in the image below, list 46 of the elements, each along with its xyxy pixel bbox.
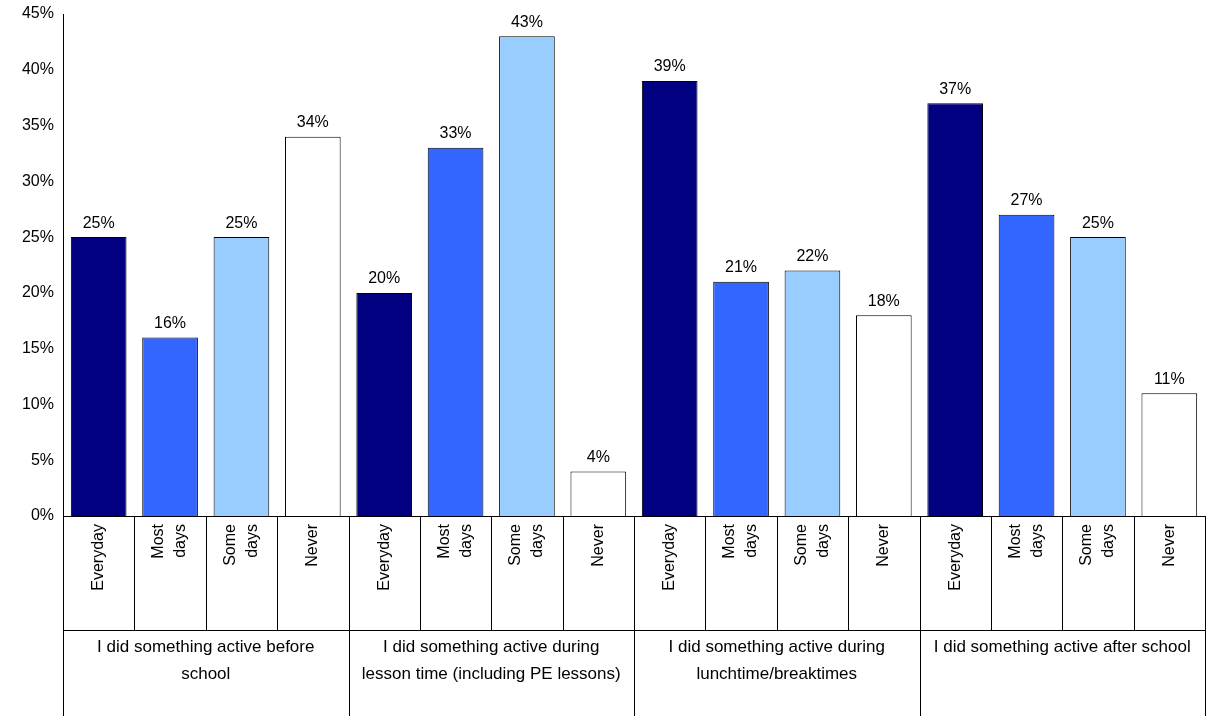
x-tick-label: Some days: [791, 523, 831, 566]
y-tick-label: 25%: [21, 227, 54, 245]
y-tick-label: 0%: [30, 506, 54, 524]
data-label: 27%: [1010, 191, 1043, 209]
data-label: 33%: [439, 124, 472, 142]
y-tick-label: 10%: [21, 394, 54, 412]
y-tick-label: 30%: [21, 171, 54, 189]
data-label: 39%: [653, 57, 686, 75]
x-tick-label: Some days: [220, 523, 260, 566]
data-label: 43%: [510, 12, 543, 30]
y-tick-label: 20%: [21, 283, 54, 301]
x-tick-label: Most days: [434, 523, 474, 559]
y-tick-label: 45%: [21, 4, 54, 22]
x-tick-label: Never: [1159, 523, 1177, 567]
x-tick-label: Most days: [149, 523, 189, 559]
x-tick-label: Some days: [506, 523, 546, 566]
x-tick-label: Most days: [1005, 523, 1045, 559]
x-tick-label: Everyday: [660, 524, 678, 591]
x-tick-label: Everyday: [945, 524, 963, 591]
data-label: 4%: [586, 447, 610, 465]
x-tick-label: Most days: [720, 523, 760, 559]
data-label: 25%: [1081, 213, 1114, 231]
data-label: 21%: [725, 258, 758, 276]
data-label: 34%: [296, 113, 329, 131]
data-label: 16%: [154, 313, 187, 331]
text: I did something active during lesson time (including PE lessons): [361, 637, 621, 684]
text: I did something active during lunchtime/breaktimes: [668, 637, 885, 684]
data-label: 25%: [225, 213, 258, 231]
data-label: 37%: [939, 79, 972, 97]
x-tick-label: Never: [588, 523, 606, 567]
text: I did something active after school: [933, 637, 1191, 657]
y-tick-label: 5%: [30, 450, 54, 468]
x-tick-label: Never: [303, 523, 321, 567]
data-label: 11%: [1153, 369, 1185, 387]
data-label: 22%: [796, 246, 829, 264]
x-tick-label: Everyday: [374, 524, 392, 591]
x-tick-label: Never: [874, 523, 892, 567]
data-label: 18%: [867, 291, 900, 309]
y-tick-label: 15%: [21, 339, 54, 357]
data-label: 20%: [368, 269, 401, 287]
text: I did something active before school: [97, 637, 315, 684]
x-tick-label: Some days: [1077, 523, 1117, 566]
x-tick-label: Everyday: [89, 524, 107, 591]
y-tick-label: 35%: [21, 115, 54, 133]
y-tick-label: 40%: [21, 60, 54, 78]
data-label: 25%: [82, 213, 115, 231]
